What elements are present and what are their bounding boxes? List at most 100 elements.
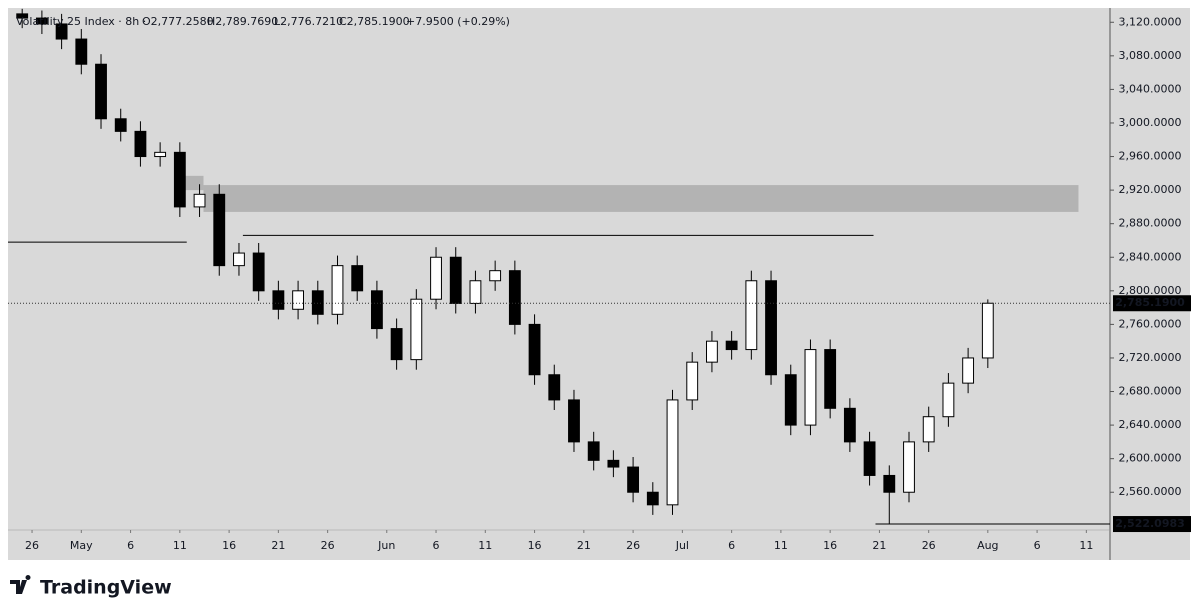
candle-body — [213, 193, 226, 267]
x-tick-label: 16 — [823, 539, 837, 552]
candle-body — [55, 23, 68, 40]
candle-body — [587, 441, 600, 461]
candle-body — [233, 252, 245, 267]
brand-logo: TradingView — [10, 575, 172, 599]
candle-body — [804, 349, 817, 426]
candle-body — [962, 357, 975, 384]
last-price-box — [1113, 295, 1191, 312]
x-tick-label: 21 — [271, 539, 285, 552]
candle-body — [430, 256, 442, 300]
candle-body — [449, 256, 462, 304]
y-tick-label: 2,640.0000 — [1119, 418, 1182, 431]
y-tick-label: 2,720.0000 — [1119, 351, 1182, 364]
candle-body — [765, 280, 777, 376]
y-tick-label: 3,040.0000 — [1119, 82, 1182, 95]
ohlc-open: O2,777.2580 — [142, 15, 214, 28]
candle-body — [706, 340, 718, 363]
candle-body — [114, 118, 127, 132]
candle-body — [548, 374, 561, 401]
y-tick-label: 2,760.0000 — [1119, 317, 1182, 330]
x-tick-label: 6 — [433, 539, 440, 552]
candle-body — [193, 193, 206, 208]
x-tick-label: 11 — [774, 539, 788, 552]
x-tick-label: 26 — [626, 539, 640, 552]
x-tick-label: 11 — [478, 539, 492, 552]
candle-body — [390, 328, 403, 361]
candle-body — [16, 13, 29, 19]
y-tick-label: 2,600.0000 — [1119, 452, 1182, 465]
header: Volatility 25 Index · 8h · O2,777.2580 H… — [16, 15, 510, 28]
x-tick-label: 16 — [528, 539, 542, 552]
candle-body — [528, 323, 541, 376]
y-tick-label: 2,920.0000 — [1119, 183, 1182, 196]
candle-body — [725, 340, 738, 351]
candle-body — [272, 290, 285, 310]
x-tick-label: 11 — [173, 539, 187, 552]
y-tick-label: 2,840.0000 — [1119, 250, 1182, 263]
candle-body — [922, 416, 935, 443]
candle-body — [863, 441, 876, 476]
y-tick-label: 2,960.0000 — [1119, 150, 1182, 163]
x-tick-label: 21 — [872, 539, 886, 552]
x-tick-label: 6 — [728, 539, 735, 552]
candle-body — [646, 491, 659, 506]
x-tick-label: 26 — [922, 539, 936, 552]
candle-body — [292, 290, 305, 310]
supply-zone — [203, 185, 1079, 212]
low-price-label: 2,522.0983 — [1115, 517, 1185, 530]
candle-body — [883, 474, 896, 493]
chart-background — [8, 8, 1190, 560]
candle-body — [469, 280, 482, 304]
symbol: Volatility 25 Index · 8h · — [16, 15, 146, 28]
candle-body — [903, 441, 915, 493]
candle-body — [252, 252, 265, 292]
candle-body — [981, 302, 994, 359]
ohlc-low: L2,776.7210 — [274, 15, 343, 28]
x-tick-label: 6 — [1034, 539, 1041, 552]
y-tick-label: 3,000.0000 — [1119, 116, 1182, 129]
candle-body — [489, 270, 502, 282]
ohlc-close: C2,785.1900 — [339, 15, 410, 28]
candle-body — [568, 399, 580, 443]
candle-body — [843, 407, 856, 443]
x-tick-label: 11 — [1079, 539, 1093, 552]
candle-body — [607, 459, 620, 468]
ohlc-high: H2,789.7690 — [207, 15, 278, 28]
y-tick-label: 2,800.0000 — [1119, 284, 1182, 297]
candle-body — [173, 151, 186, 208]
candle-body — [666, 399, 679, 506]
x-tick-label: Aug — [977, 539, 998, 552]
candle-body — [824, 349, 837, 409]
candle-body — [508, 270, 521, 325]
x-tick-label: 26 — [321, 539, 335, 552]
candle-body — [351, 265, 364, 292]
candle-body — [410, 298, 423, 361]
y-tick-label: 2,680.0000 — [1119, 385, 1182, 398]
x-tick-label: 6 — [127, 539, 134, 552]
low-price-box — [1113, 516, 1191, 533]
candle-body — [942, 382, 955, 418]
y-tick-label: 2,560.0000 — [1119, 485, 1182, 498]
x-tick-label: May — [70, 539, 93, 552]
candle-body — [370, 290, 383, 330]
x-tick-label: Jun — [377, 539, 395, 552]
candle-body — [154, 151, 167, 158]
candle-body — [331, 265, 344, 315]
x-tick-label: 26 — [25, 539, 39, 552]
x-tick-label: 21 — [577, 539, 591, 552]
brand-name: TradingView — [40, 577, 172, 599]
y-tick-label: 3,080.0000 — [1119, 49, 1182, 62]
candle-body — [745, 280, 758, 351]
candle-body — [35, 17, 48, 25]
candle-body — [95, 63, 107, 120]
candle-body — [784, 374, 797, 426]
x-tick-label: Jul — [675, 539, 689, 552]
candle-body — [134, 130, 147, 158]
last-price-label: 2,785.1900 — [1115, 296, 1185, 309]
ohlc-change: +7.9500 (+0.29%) — [406, 15, 510, 28]
candle-body — [75, 38, 88, 65]
candle-body — [686, 361, 699, 401]
candle-body — [311, 290, 324, 315]
x-tick-label: 16 — [222, 539, 236, 552]
